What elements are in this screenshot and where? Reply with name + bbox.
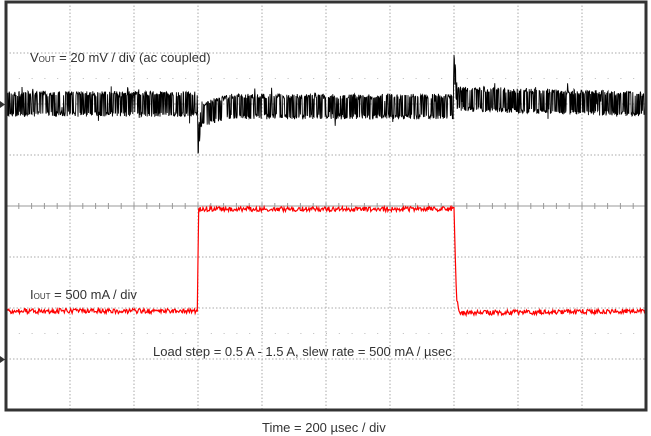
iout-ground-marker	[0, 356, 5, 363]
iout-scale-label: IOUT = 500 mA / div	[30, 287, 137, 302]
iout-label-rest: = 500 mA / div	[50, 287, 137, 302]
vout-label-main: V	[30, 50, 39, 65]
vout-trace	[5, 55, 647, 154]
traces	[5, 55, 647, 318]
x-axis-label: Time = 200 µsec / div	[262, 420, 386, 435]
iout-label-sub: OUT	[33, 292, 51, 301]
load-step-annotation: Load step = 0.5 A - 1.5 A, slew rate = 5…	[153, 344, 452, 359]
iout-label-main: I	[30, 287, 34, 302]
vout-label-sub: OUT	[38, 55, 56, 64]
plot-frame	[4, 0, 648, 412]
vout-label-rest: = 20 mV / div (ac coupled)	[55, 50, 211, 65]
iout-trace	[5, 204, 647, 318]
vout-ground-marker	[0, 101, 5, 108]
vout-scale-label: VOUT = 20 mV / div (ac coupled)	[30, 50, 211, 65]
